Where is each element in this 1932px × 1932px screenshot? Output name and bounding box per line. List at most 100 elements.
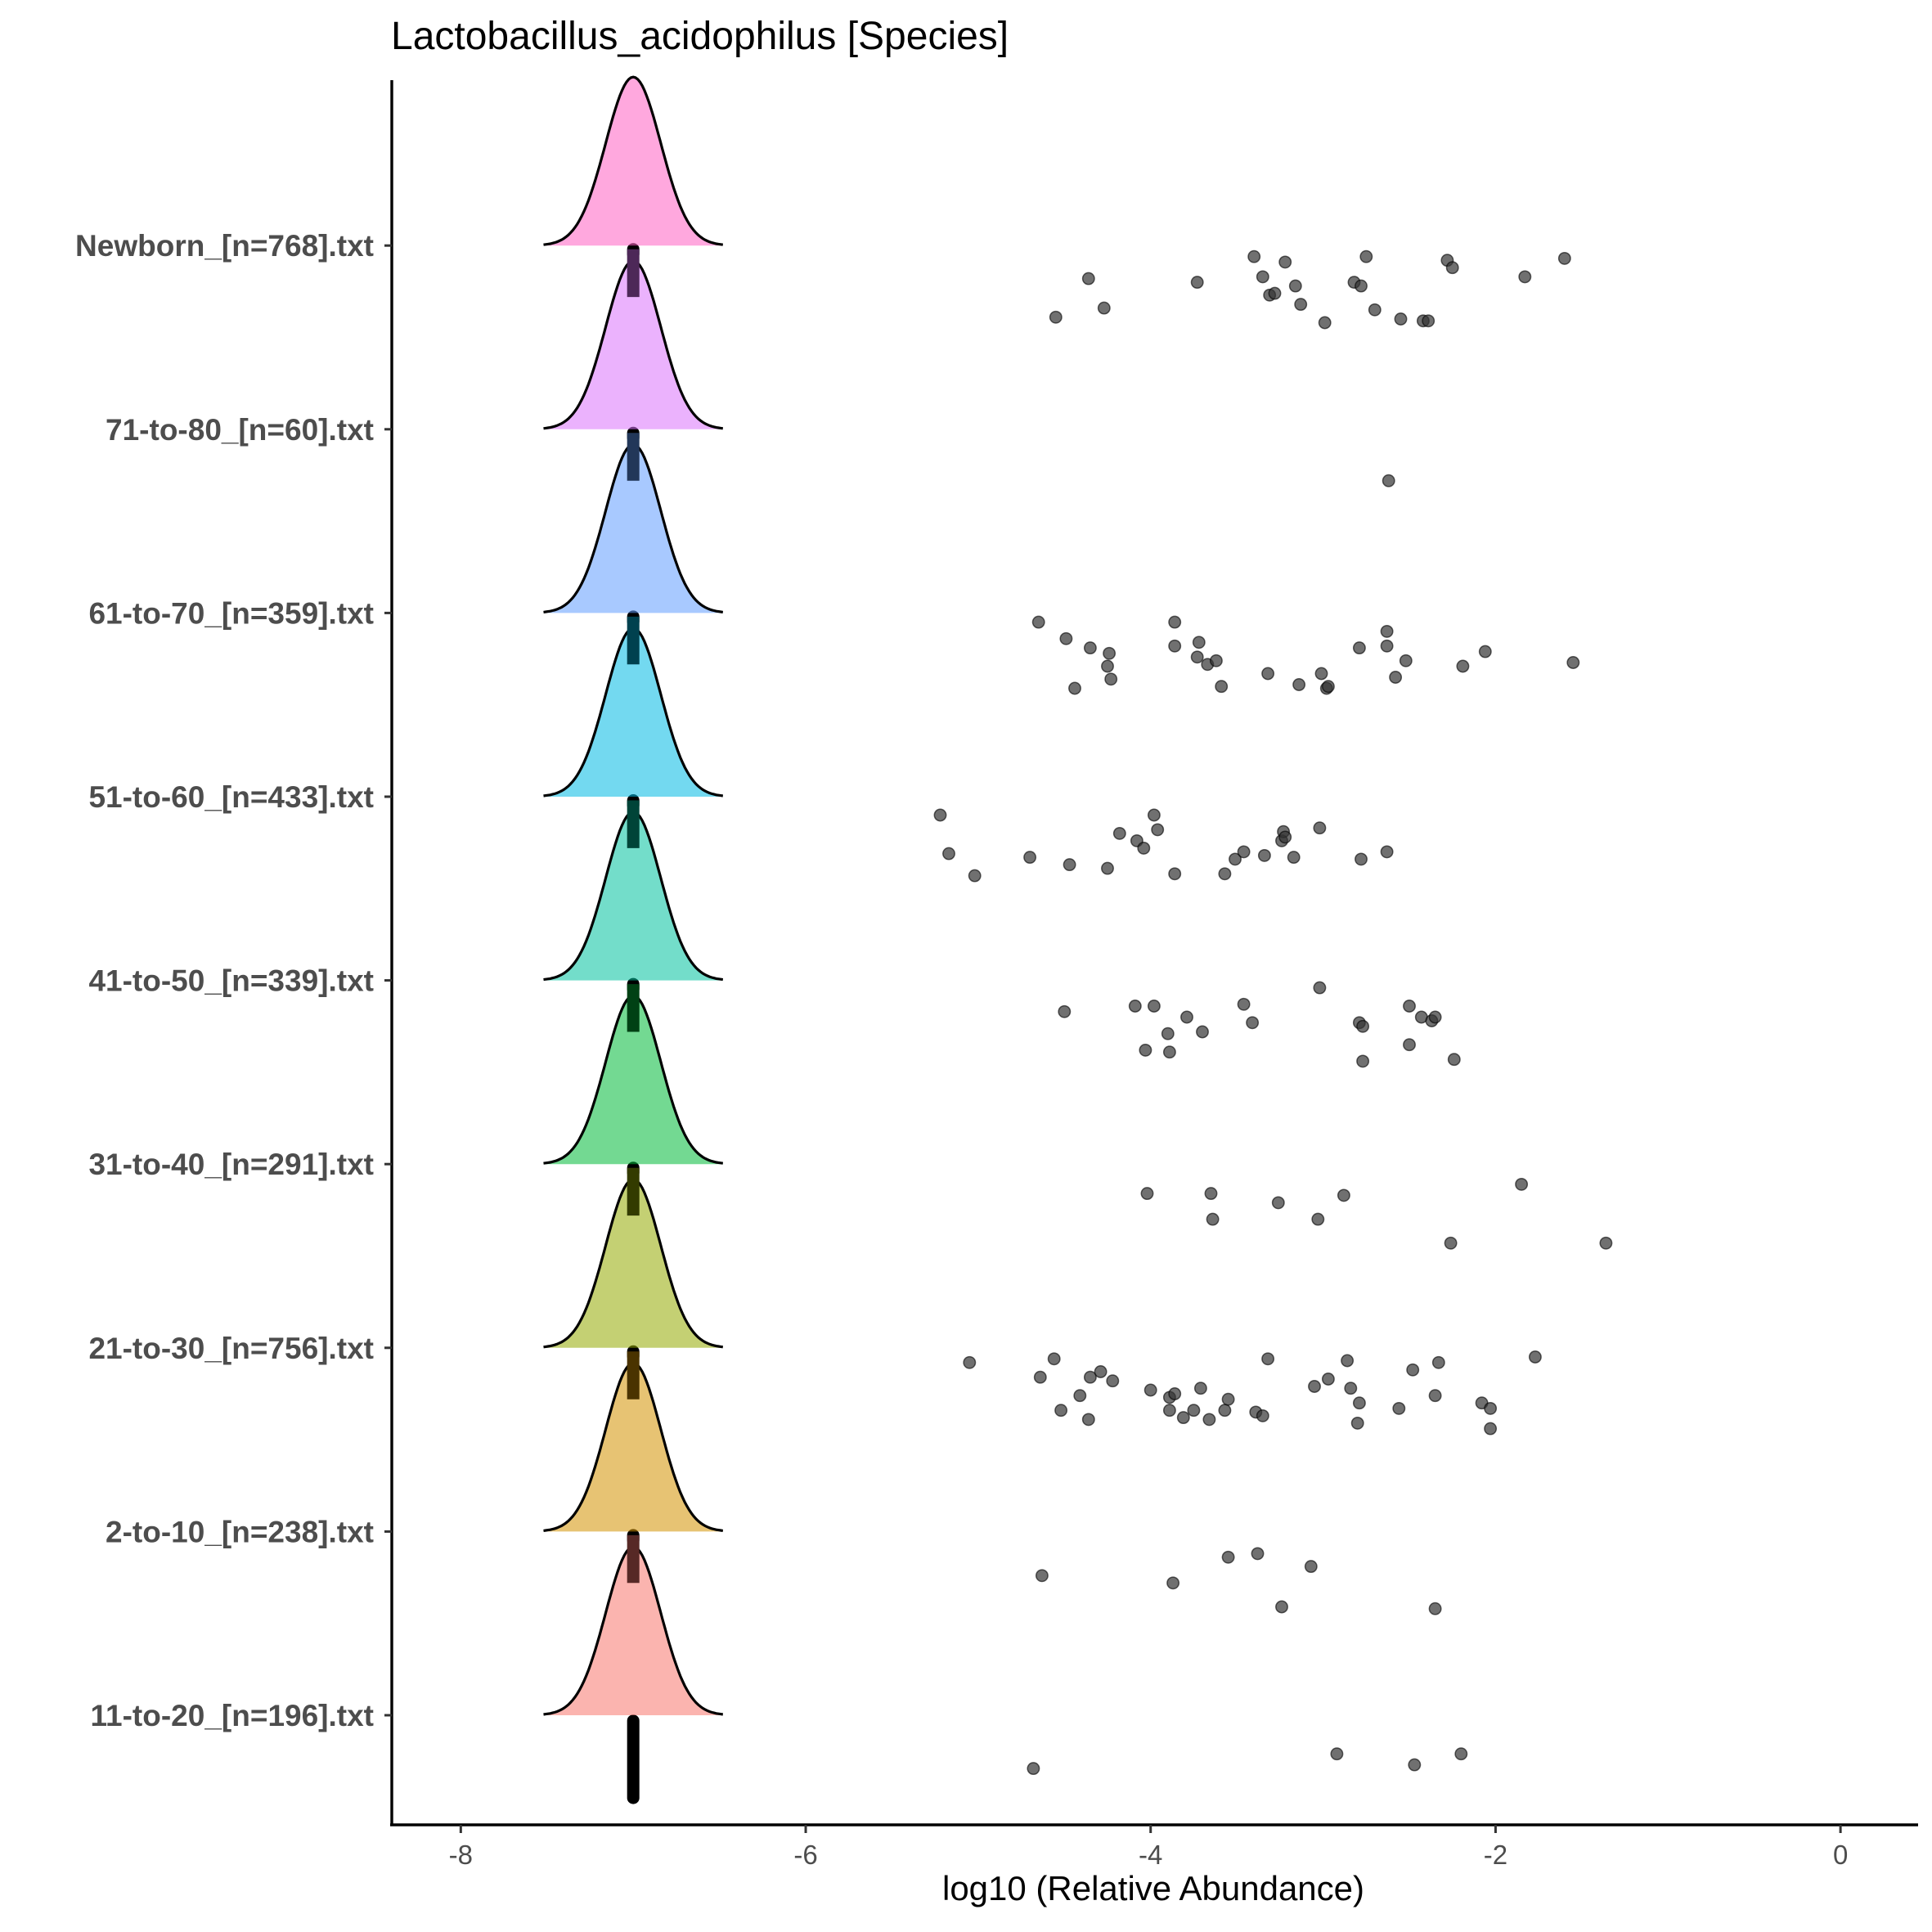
data-point (1168, 867, 1182, 881)
data-point (1352, 641, 1366, 655)
points-8 (1049, 249, 1571, 330)
ridge-fill (543, 77, 723, 246)
data-point (1251, 1547, 1265, 1561)
y-tick-label: Newborn_[n=768].txt (75, 229, 374, 263)
data-point (1356, 1054, 1370, 1068)
data-point (1257, 848, 1271, 862)
data-point (1308, 1380, 1321, 1393)
data-point (1081, 1413, 1095, 1427)
y-tick-label: 2-to-10_[n=238].txt (106, 1515, 374, 1548)
data-point (1031, 615, 1045, 629)
data-point (1083, 641, 1097, 655)
points-6 (1031, 615, 1580, 695)
data-point (1049, 310, 1063, 324)
data-point (1147, 808, 1161, 822)
data-point (1275, 1600, 1288, 1614)
data-point (1456, 659, 1470, 673)
ridge-7 (543, 243, 724, 430)
data-point (1256, 1409, 1269, 1422)
y-tick-label: 31-to-40_[n=291].txt (88, 1148, 374, 1181)
data-point (1229, 852, 1242, 866)
data-point (1221, 1550, 1235, 1564)
data-point (1382, 474, 1395, 487)
data-point (1168, 615, 1182, 629)
data-point (1355, 279, 1368, 293)
data-point (1356, 1019, 1370, 1033)
data-point (1101, 659, 1114, 673)
data-point (1202, 1413, 1216, 1427)
data-point (1350, 1416, 1364, 1430)
data-point (1428, 1602, 1442, 1615)
data-point (1104, 672, 1118, 686)
data-point (1047, 1352, 1061, 1366)
data-point (1151, 823, 1165, 837)
data-point (1318, 316, 1332, 330)
data-point (1447, 1053, 1461, 1067)
data-point (1330, 1747, 1344, 1761)
y-tick-label: 41-to-50_[n=339].txt (88, 964, 374, 998)
data-point (1162, 1404, 1176, 1418)
data-point (1403, 1038, 1416, 1052)
data-point (1445, 261, 1459, 275)
chart-title: Lactobacillus_acidophilus [Species] (391, 15, 1009, 58)
data-point (1484, 1422, 1498, 1436)
ridge-8 (543, 75, 724, 246)
data-point (1261, 667, 1275, 681)
data-point (1054, 1404, 1068, 1418)
ridge-3 (543, 977, 724, 1165)
point-layer (933, 249, 1613, 1776)
data-point (1355, 852, 1368, 866)
data-point (1278, 830, 1292, 844)
data-point (1187, 1404, 1201, 1418)
data-point (1422, 314, 1436, 328)
ridge-layer (543, 75, 724, 1804)
data-point (1399, 654, 1413, 667)
data-point (1033, 1370, 1047, 1384)
data-point (1101, 861, 1114, 875)
data-point (1261, 1352, 1275, 1366)
data-point (1392, 1401, 1406, 1415)
data-point (1352, 1396, 1366, 1410)
data-point (1344, 1382, 1358, 1395)
data-point (1112, 826, 1126, 840)
data-point (1304, 1560, 1318, 1574)
data-point (1068, 681, 1081, 695)
data-point (1083, 1370, 1097, 1384)
data-point (1204, 1187, 1218, 1201)
data-point (1180, 1010, 1193, 1024)
data-point (1380, 624, 1394, 638)
data-point (1106, 1374, 1120, 1388)
data-point (1168, 1387, 1182, 1400)
ridge-0 (543, 1529, 724, 1716)
points-1 (1035, 1547, 1442, 1615)
data-point (1359, 249, 1373, 263)
axes (390, 80, 1918, 1826)
data-point (1287, 851, 1301, 865)
data-point (1341, 1354, 1355, 1368)
data-point (1162, 1045, 1176, 1059)
data-point (1097, 301, 1111, 315)
y-axis-ticks: 11-to-20_[n=196].txt 2-to-10_[n=238].txt 2… (75, 229, 392, 1732)
data-point (1143, 1383, 1157, 1397)
data-point (1247, 249, 1261, 263)
data-point (1237, 997, 1251, 1011)
data-point (1246, 1016, 1260, 1030)
data-point (968, 869, 982, 883)
data-point (1081, 272, 1095, 285)
data-point (1168, 639, 1182, 653)
data-point (1292, 678, 1306, 691)
data-point (1190, 650, 1204, 664)
data-point (1321, 680, 1335, 694)
data-point (1094, 1365, 1108, 1378)
y-tick-label: 71-to-80_[n=60].txt (106, 413, 374, 447)
data-point (1454, 1747, 1468, 1761)
data-point (1237, 845, 1251, 859)
data-point (1484, 1401, 1498, 1415)
data-point (1406, 1363, 1420, 1377)
data-point (1140, 1187, 1154, 1201)
data-point (1314, 667, 1328, 681)
data-point (1161, 1027, 1175, 1040)
points-0 (1027, 1747, 1468, 1776)
data-point (1557, 251, 1571, 265)
ridge-1 (543, 1345, 724, 1532)
